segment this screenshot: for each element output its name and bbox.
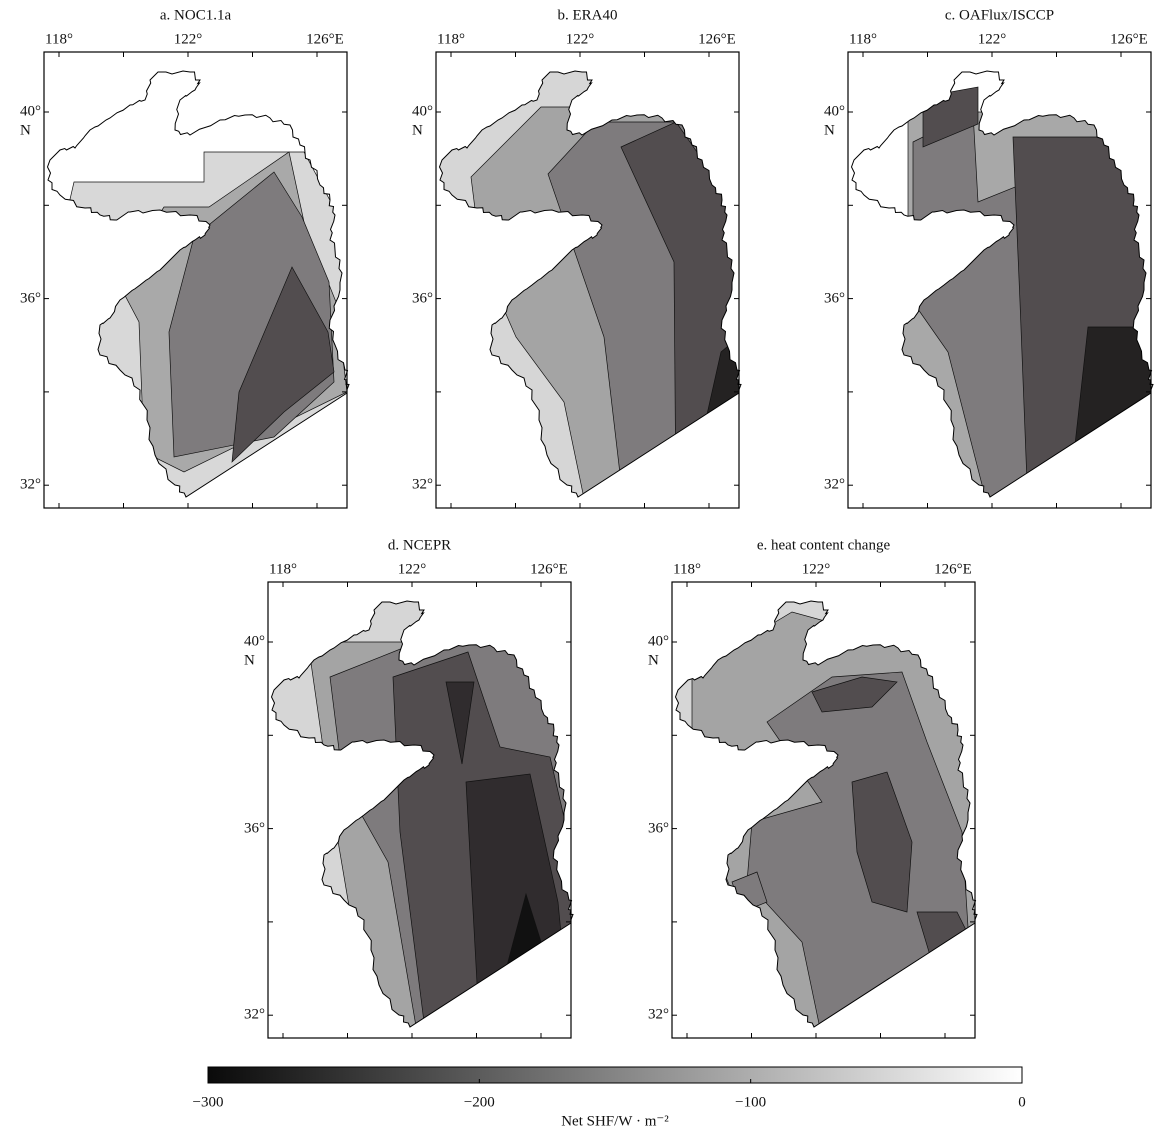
sea-contours [672,582,975,1038]
lon-label: 126°E [1110,31,1148,47]
lat-unit: N [20,122,31,138]
map-panel: d. NCEPR 118° 122° 126°E 40° 36° 32° N [244,537,573,1038]
sea-contours [268,582,571,1038]
lon-label: 118° [437,31,465,47]
panel-title: a. NOC1.1a [160,7,232,23]
lat-label: 40° [824,103,845,119]
lat-label: 32° [20,476,41,492]
panel-title: c. OAFlux/ISCCP [945,7,1054,23]
colorbar-tick-label: −200 [464,1094,495,1110]
colorbar [208,1067,1022,1083]
lon-label: 122° [978,31,1007,47]
lat-label: 36° [20,290,41,306]
lat-label: 32° [648,1006,669,1022]
lat-label: 40° [648,633,669,649]
colorbar-label: Net SHF/W · m⁻² [561,1113,669,1129]
lon-label: 118° [849,31,877,47]
panel-title: b. ERA40 [558,7,618,23]
colorbar-tick-label: 0 [1018,1094,1026,1110]
lat-label: 36° [648,820,669,836]
sea-contours [436,52,739,508]
map-panel: a. NOC1.1a 118° 122° 126°E 40° 36° 32° N [20,7,349,508]
map-panel: e. heat content change 118° 122° 126°E 40° 36… [648,537,977,1038]
lat-label: 32° [824,476,845,492]
lat-unit: N [648,652,659,668]
panel-title: d. NCEPR [388,537,451,553]
lon-label: 118° [673,561,701,577]
lat-label: 40° [20,103,41,119]
lon-label: 118° [269,561,297,577]
lat-unit: N [824,122,835,138]
lon-label: 126°E [530,561,568,577]
colorbar-tick-label: −300 [193,1094,224,1110]
lat-label: 32° [412,476,433,492]
lat-label: 36° [412,290,433,306]
colorbar-tick-label: −100 [735,1094,766,1110]
lon-label: 122° [566,31,595,47]
lat-label: 40° [412,103,433,119]
lon-label: 118° [45,31,73,47]
lat-label: 40° [244,633,265,649]
lat-label: 32° [244,1006,265,1022]
lat-unit: N [412,122,423,138]
lat-label: 36° [824,290,845,306]
lon-label: 122° [802,561,831,577]
sea-contours [848,52,1151,508]
map-panel: c. OAFlux/ISCCP 118° 122° 126°E 40° 36° 32° N [824,7,1153,508]
map-panel: b. ERA40 118° 122° 126°E 40° 36° 32° N [412,7,741,508]
lon-label: 126°E [934,561,972,577]
lat-label: 36° [244,820,265,836]
lon-label: 122° [174,31,203,47]
panel-title: e. heat content change [757,537,891,553]
sea-contours [44,52,347,508]
lon-label: 122° [398,561,427,577]
figure: a. NOC1.1a 118° 122° 126°E 40° 36° 32° Nb. ERA4… [0,0,1164,1133]
lon-label: 126°E [306,31,344,47]
lon-label: 126°E [698,31,736,47]
lat-unit: N [244,652,255,668]
contour-region [1013,137,1151,508]
